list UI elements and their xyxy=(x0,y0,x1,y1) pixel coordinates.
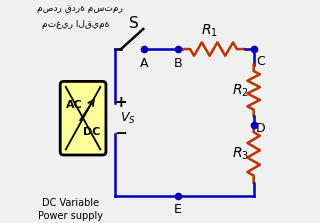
Text: D: D xyxy=(256,122,265,135)
Text: $R_2$: $R_2$ xyxy=(232,82,249,99)
FancyBboxPatch shape xyxy=(60,81,106,155)
Text: AC: AC xyxy=(66,100,83,110)
Text: $R_1$: $R_1$ xyxy=(201,23,218,39)
Text: متغير القيمة: متغير القيمة xyxy=(42,20,109,29)
Text: A: A xyxy=(140,57,148,70)
Text: C: C xyxy=(256,55,265,68)
Text: B: B xyxy=(173,57,182,70)
Text: E: E xyxy=(174,203,182,216)
Text: S: S xyxy=(130,16,139,31)
Text: DC Variable
Power supply: DC Variable Power supply xyxy=(38,198,103,221)
Text: $R_3$: $R_3$ xyxy=(232,146,249,162)
Text: +: + xyxy=(114,95,127,110)
Text: $V_S$: $V_S$ xyxy=(120,111,136,126)
Text: DC: DC xyxy=(83,127,101,136)
Text: مصدر قدرة مستمر: مصدر قدرة مستمر xyxy=(37,4,123,13)
Text: −: − xyxy=(114,126,127,141)
